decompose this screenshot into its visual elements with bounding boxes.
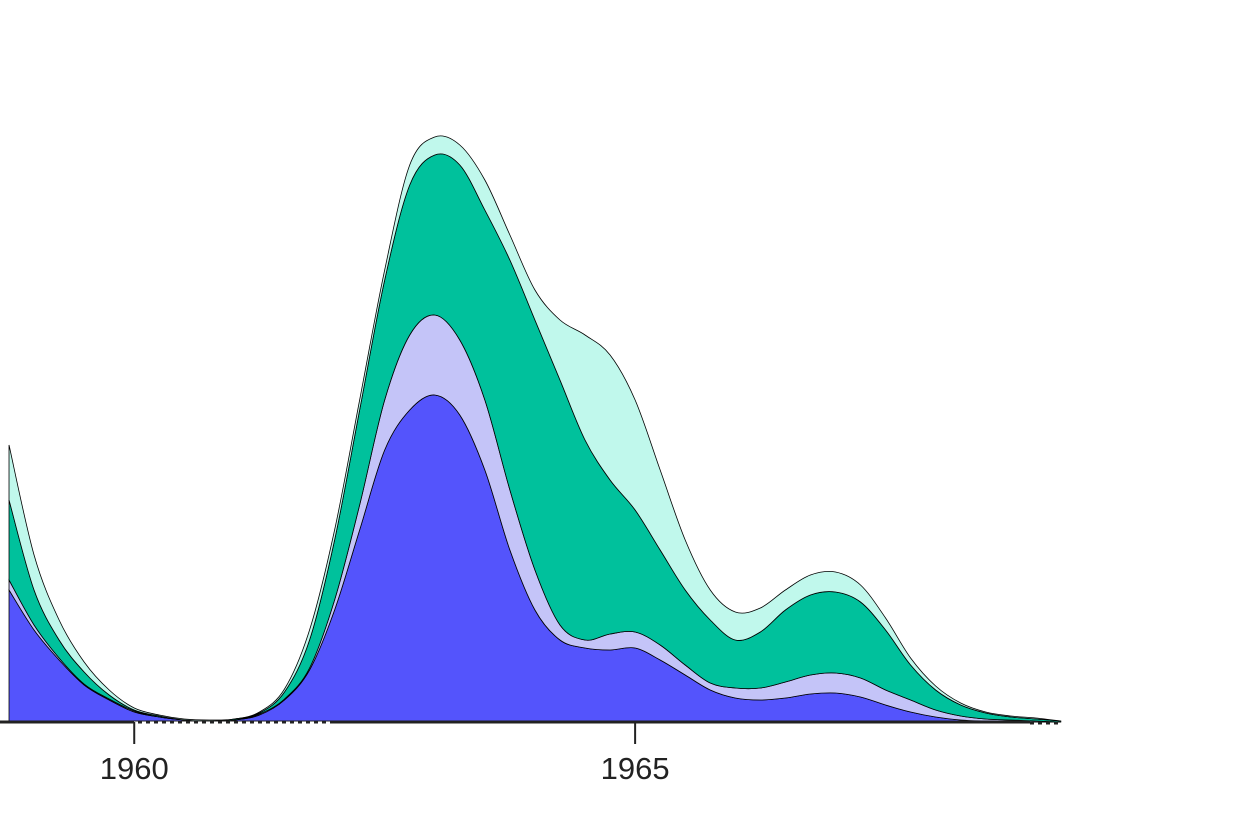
x-tick-label: 1965 — [601, 751, 670, 786]
plot-area — [8, 135, 1062, 723]
x-tick-label: 1960 — [100, 751, 169, 786]
area — [8, 135, 1061, 722]
